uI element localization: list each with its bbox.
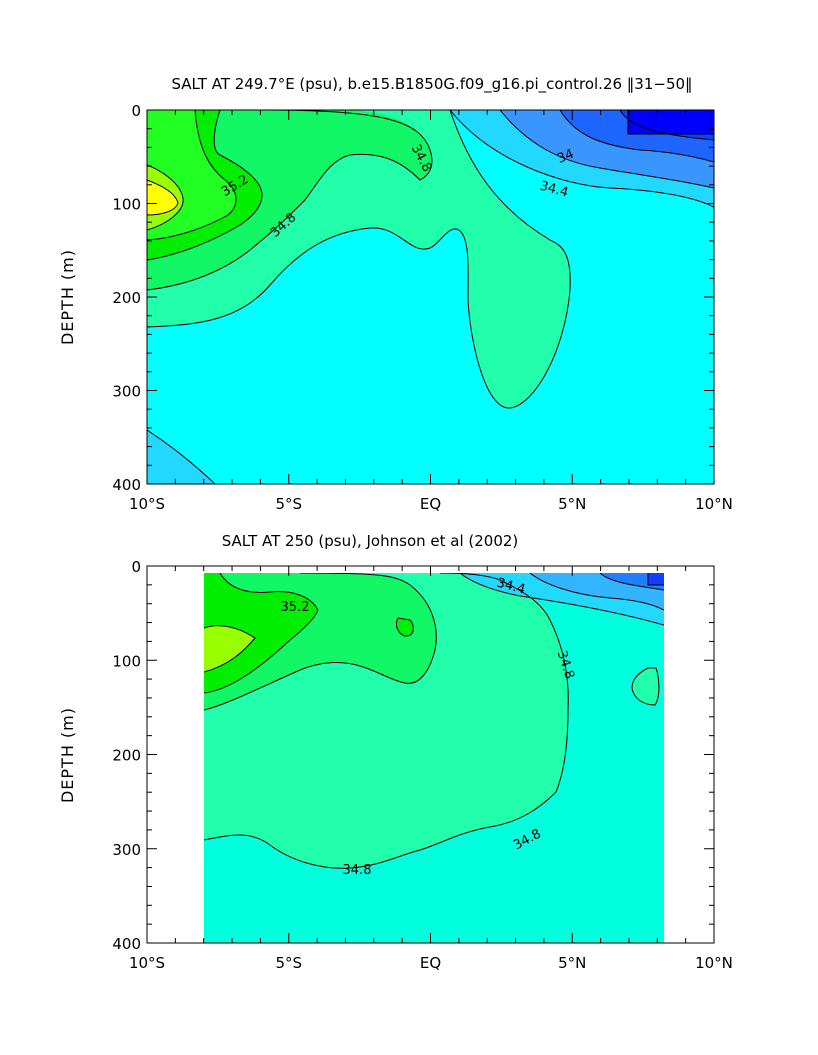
top-contour-35.4 xyxy=(147,110,237,241)
bottom-y-tick-label: 200 xyxy=(112,747,141,765)
bottom-contour-35.2 xyxy=(204,573,319,694)
top-contour-35.6 xyxy=(147,164,184,231)
bottom-fill-35.4 xyxy=(204,625,255,672)
bottom-ticks: 10°S 5°S EQ 5°N 10°N 0 100 200 300 400 xyxy=(112,558,733,972)
bottom-y-tick-label: 100 xyxy=(112,652,141,670)
top-contour-33.8 xyxy=(627,110,714,135)
bottom-x-tick-label: 10°S xyxy=(129,954,165,972)
top-y-tick-label: 200 xyxy=(112,289,141,307)
bottom-y-tick-label: 0 xyxy=(131,558,141,576)
top-contour-lines xyxy=(147,110,714,484)
top-contour-35.0 xyxy=(147,110,433,291)
bottom-panel: SALT AT 250 (psu), Johnson et al (2002) xyxy=(58,532,733,972)
top-contour-34.4 xyxy=(499,110,714,189)
bottom-x-tick-label: 10°N xyxy=(695,954,733,972)
top-y-tick-label: 400 xyxy=(112,476,141,494)
top-panel: SALT AT 249.7°E (psu), b.e15.B1850G.f09_… xyxy=(58,75,733,513)
top-x-tick-label: 10°N xyxy=(695,495,733,513)
bottom-x-tick-label: EQ xyxy=(420,954,441,972)
bottom-contour-35.0 xyxy=(204,573,437,711)
bottom-fill-34.8-island xyxy=(632,668,659,705)
top-fill-lt33.8 xyxy=(628,110,714,134)
top-ticks: 10°S 5°S EQ 5°N 10°N 0 100 200 300 400 xyxy=(112,102,733,513)
bottom-contour-35.2-blob xyxy=(396,617,414,637)
bottom-contour-34.6 xyxy=(204,573,569,869)
top-fill-gt35.8 xyxy=(147,180,178,215)
bottom-contour-35.4 xyxy=(204,625,256,673)
top-contour-34.2 xyxy=(559,110,714,163)
top-contour-34.6-right xyxy=(449,110,714,208)
top-contour-35.8 xyxy=(147,179,179,216)
top-contour-label: 34.4 xyxy=(538,179,570,201)
bottom-contour-34.2 xyxy=(529,573,664,611)
top-y-tick-label: 300 xyxy=(112,383,141,401)
top-fill-34.4-bottom xyxy=(147,430,215,484)
bottom-contour-island xyxy=(631,667,660,706)
bottom-contour-lines xyxy=(204,573,664,869)
top-y-tick-label: 0 xyxy=(131,102,141,120)
bottom-contour-label: 34.8 xyxy=(343,863,372,878)
bottom-y-axis-label: DEPTH (m) xyxy=(58,707,77,803)
bottom-contour-34.4 xyxy=(459,573,664,626)
top-x-tick-label: EQ xyxy=(420,495,441,513)
top-contour-35.2 xyxy=(147,110,263,261)
top-x-tick-label: 10°S xyxy=(129,495,165,513)
bottom-contour-34.0 xyxy=(599,573,664,591)
bottom-x-tick-label: 5°S xyxy=(275,954,302,972)
top-y-axis-label: DEPTH (m) xyxy=(58,249,77,345)
top-x-tick-label: 5°S xyxy=(275,495,302,513)
bottom-contour-33.8 xyxy=(647,573,664,586)
bottom-fill-35.2 xyxy=(204,573,318,693)
top-chart-title: SALT AT 249.7°E (psu), b.e15.B1850G.f09_… xyxy=(171,75,692,94)
bottom-x-tick-label: 5°N xyxy=(558,954,586,972)
bottom-contour-label: 35.2 xyxy=(281,600,310,615)
bottom-contour-label: 34.4 xyxy=(495,576,527,598)
top-contour-label: 34 xyxy=(555,147,576,167)
bottom-y-tick-label: 300 xyxy=(112,841,141,859)
bottom-fill-35.2-blob xyxy=(396,618,414,637)
top-x-tick-label: 5°N xyxy=(558,495,586,513)
bottom-fill-lt34 xyxy=(648,573,664,585)
bottom-chart-title: SALT AT 250 (psu), Johnson et al (2002) xyxy=(222,532,519,550)
bottom-filled-contours xyxy=(204,573,664,943)
top-contour-34.8 xyxy=(147,110,571,409)
top-contour-34.6-bottom xyxy=(147,429,216,484)
top-y-tick-label: 100 xyxy=(112,196,141,214)
bottom-y-tick-label: 400 xyxy=(112,935,141,953)
top-contour-34.0 xyxy=(619,110,714,141)
